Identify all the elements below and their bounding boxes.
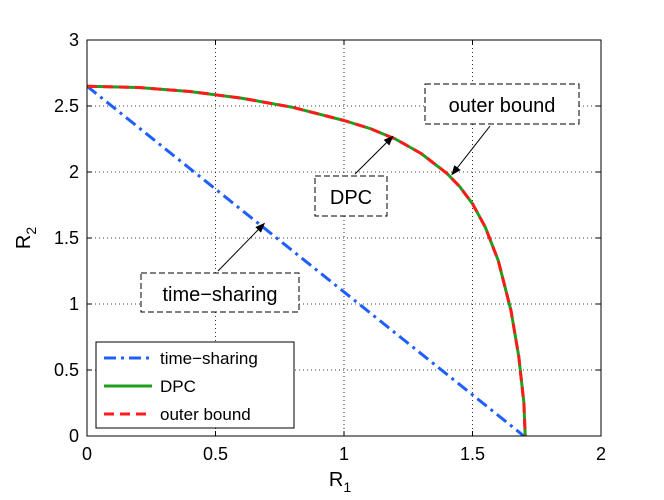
y-axis-label: R2 xyxy=(13,227,39,249)
annotations: outer bound DPC time−sharing xyxy=(140,83,580,313)
legend-label-2: DPC xyxy=(160,377,196,396)
annotation-arrow-3 xyxy=(217,222,266,272)
legend: time−sharing DPC outer bound xyxy=(95,341,295,429)
y-tick-label: 1 xyxy=(69,294,79,314)
series-line-1 xyxy=(87,85,525,436)
ticks: 0 0.5 1 1.5 2 0 0.5 1 1.5 2 2.5 3 xyxy=(54,30,606,464)
legend-label-1: time−sharing xyxy=(160,349,258,368)
annotation-label-1: outer bound xyxy=(449,95,556,117)
y-tick-label: 3 xyxy=(69,30,79,50)
x-axis-label: R1 xyxy=(329,469,351,495)
y-tick-label: 0 xyxy=(69,426,79,446)
annotation-label-2: DPC xyxy=(330,187,372,209)
x-tick-label: 2 xyxy=(596,444,606,464)
annotation-label-3: time−sharing xyxy=(162,284,277,306)
y-tick-label: 2.5 xyxy=(54,96,79,116)
y-tick-label: 1.5 xyxy=(54,228,79,248)
x-tick-label: 1 xyxy=(339,444,349,464)
annotation-box-3 xyxy=(140,272,300,313)
annotation-box-2 xyxy=(314,175,388,217)
legend-label-3: outer bound xyxy=(160,405,251,424)
x-tick-label: 1.5 xyxy=(460,444,485,464)
series-line-3 xyxy=(87,84,527,436)
annotation-box-1 xyxy=(424,83,580,125)
x-tick-label: 0.5 xyxy=(203,444,228,464)
x-tick-label: 0 xyxy=(82,444,92,464)
annotation-arrow-2 xyxy=(354,135,394,175)
y-tick-label: 0.5 xyxy=(54,360,79,380)
series-layer xyxy=(87,84,527,436)
annotation-arrow-1 xyxy=(451,125,491,176)
y-tick-label: 2 xyxy=(69,162,79,182)
